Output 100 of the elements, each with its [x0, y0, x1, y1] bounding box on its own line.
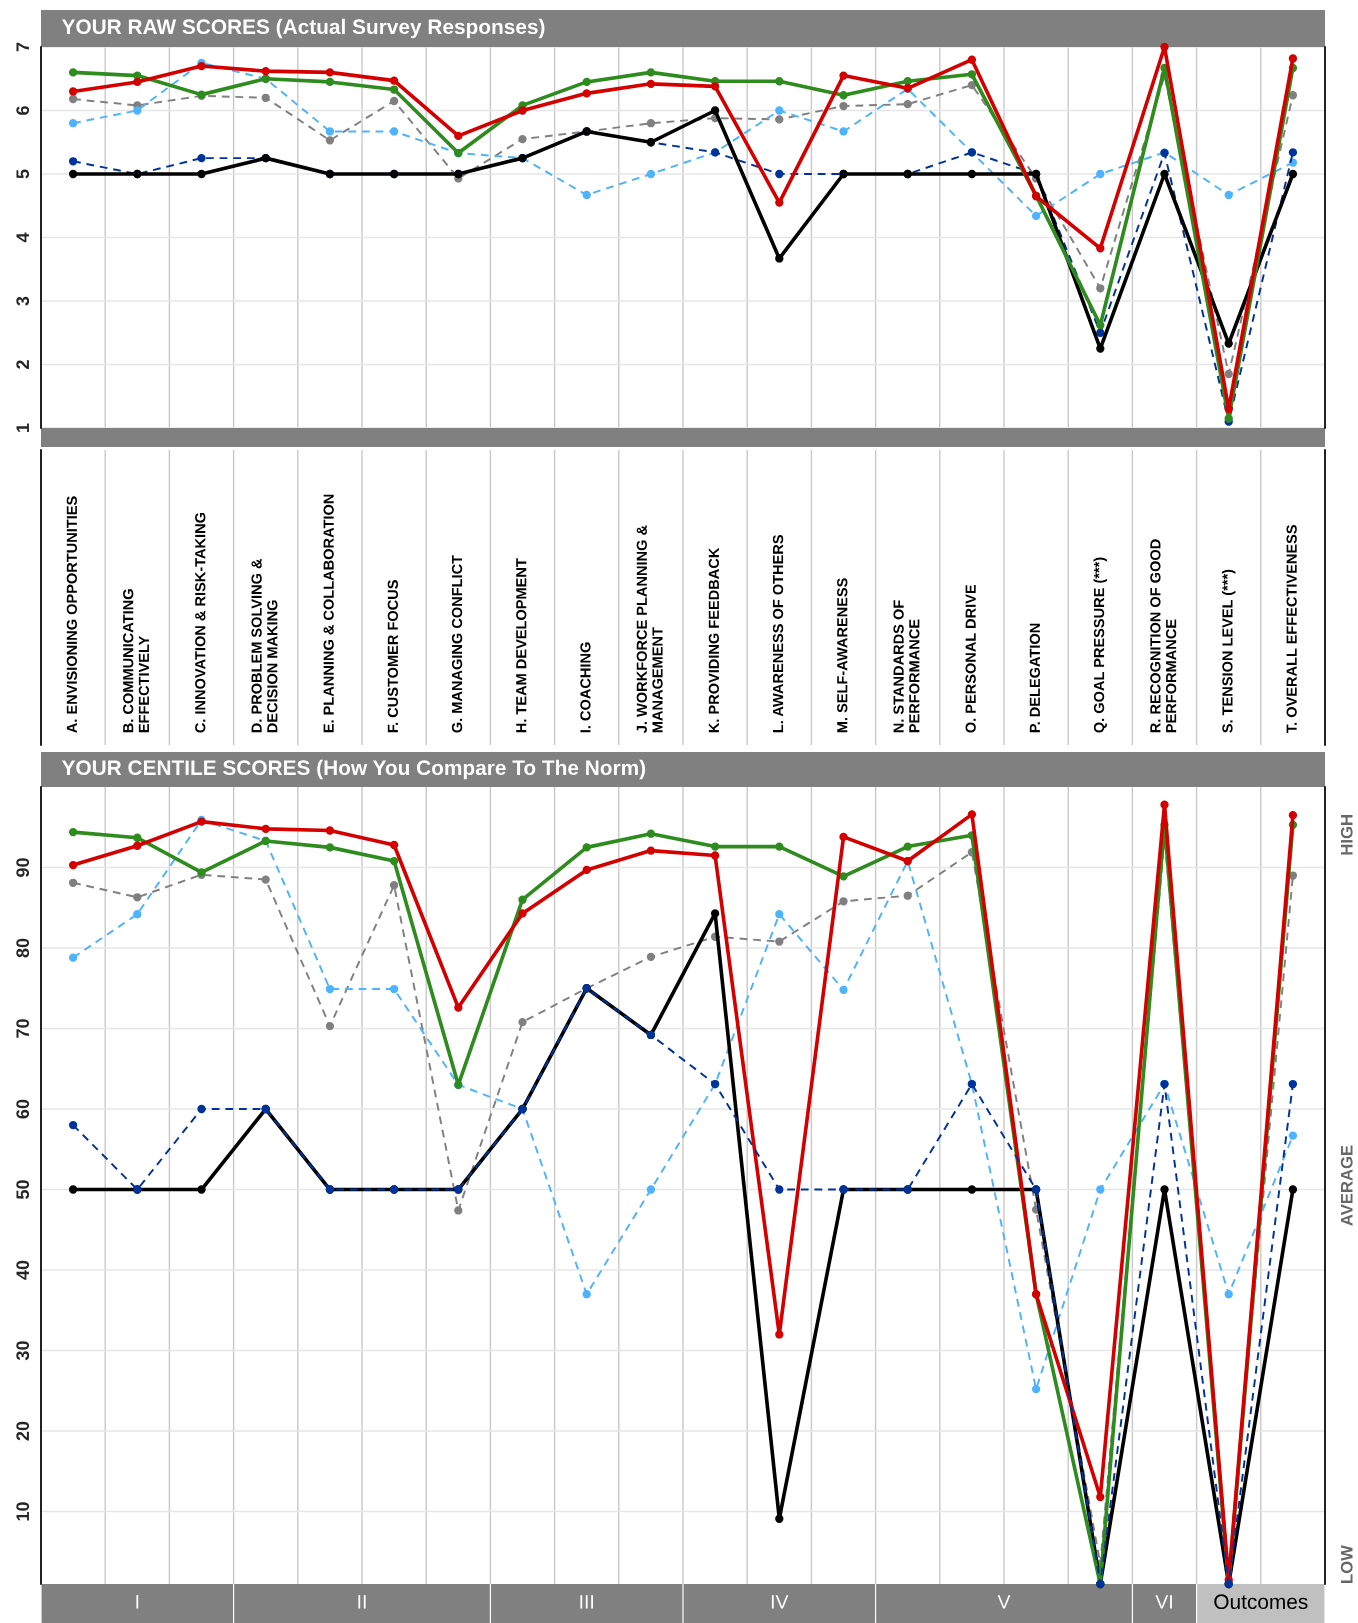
text: II — [358, 1595, 366, 1609]
y-tick-label: 2 — [16, 360, 29, 369]
point — [389, 984, 399, 994]
point — [839, 71, 848, 80]
point — [775, 910, 784, 919]
point — [1224, 339, 1233, 348]
point — [325, 984, 335, 994]
point — [454, 1003, 463, 1012]
y-tick-label: 7 — [16, 42, 29, 52]
y-tick-label: 20 — [16, 1421, 30, 1441]
point — [68, 1120, 78, 1130]
point — [903, 99, 912, 109]
point — [1224, 369, 1233, 379]
point — [1224, 404, 1233, 414]
point — [646, 829, 656, 838]
point — [1160, 42, 1169, 52]
text: III — [580, 1595, 594, 1609]
point — [454, 1206, 463, 1215]
point — [68, 878, 78, 887]
point — [197, 1104, 206, 1114]
point — [1288, 148, 1298, 157]
point — [518, 895, 527, 904]
point — [646, 952, 656, 962]
point — [1288, 1079, 1298, 1089]
category-label: D. PROBLEM SOLVING & DECISION MAKING — [251, 558, 278, 733]
category-label: Q. GOAL PRESSURE (***) — [1093, 557, 1108, 733]
point — [775, 254, 784, 263]
point — [582, 190, 591, 200]
point — [710, 842, 720, 851]
point — [1288, 1185, 1298, 1194]
point — [133, 833, 142, 842]
point — [1224, 190, 1233, 200]
point — [261, 66, 270, 76]
point — [1096, 169, 1105, 179]
y-tick-label: 6 — [16, 106, 30, 115]
point — [967, 169, 977, 179]
y-tick-label: 60 — [16, 1099, 30, 1119]
point — [133, 77, 142, 87]
point — [261, 875, 270, 884]
point — [197, 153, 206, 163]
point — [389, 840, 399, 850]
point — [582, 77, 591, 87]
category-label: K. PROVIDING FEEDBACK — [708, 547, 720, 733]
point — [325, 127, 335, 136]
point — [133, 106, 142, 115]
text: HIGH — [1340, 815, 1353, 855]
y-tick-label: 3 — [16, 296, 30, 306]
category-label: N. STANDARDS OF PERFORMANCE — [893, 600, 920, 733]
point — [710, 909, 720, 918]
point — [518, 134, 527, 144]
point — [646, 846, 656, 855]
point — [1288, 811, 1298, 820]
point — [133, 893, 142, 902]
point — [582, 89, 591, 98]
y-tick-label: 50 — [16, 1180, 30, 1200]
category-label: F. CUSTOMER FOCUS — [387, 580, 399, 733]
point — [325, 136, 335, 145]
point — [389, 881, 399, 890]
point — [1160, 800, 1169, 809]
text: V — [997, 1595, 1011, 1609]
point — [389, 127, 399, 136]
point — [839, 897, 848, 906]
point — [1031, 211, 1041, 221]
point — [325, 68, 335, 77]
point — [582, 843, 591, 852]
category-label: A. ENVISIONING OPPORTUNITIES — [66, 496, 78, 733]
point — [967, 810, 977, 819]
point — [325, 1021, 335, 1031]
point — [197, 169, 206, 179]
category-label: I. COACHING — [580, 642, 591, 733]
y-tick-label: 70 — [16, 1019, 30, 1038]
point — [325, 826, 335, 835]
point — [1096, 1185, 1105, 1194]
y-tick-label: 40 — [16, 1260, 30, 1280]
point — [967, 55, 977, 64]
point — [775, 842, 784, 851]
point — [775, 1330, 784, 1339]
point — [646, 169, 656, 179]
point — [775, 1185, 784, 1194]
category-label: S. TENSION LEVEL (***) — [1221, 569, 1236, 733]
point — [582, 1290, 591, 1299]
y-tick-label: 10 — [16, 1502, 30, 1521]
point — [646, 79, 656, 88]
text: VI — [1155, 1595, 1172, 1609]
point — [710, 82, 720, 91]
category-label: C. INNOVATION & RISK-TAKING — [195, 512, 206, 733]
point — [133, 910, 142, 919]
category-label: L. AWARENESS OF OTHERS — [772, 534, 784, 733]
y-tick-label: 80 — [16, 938, 30, 958]
point — [710, 851, 720, 860]
point — [261, 824, 270, 834]
point — [1096, 1492, 1105, 1502]
point — [68, 953, 78, 962]
text: AVERAGE — [1340, 1145, 1353, 1226]
chart-title: YOUR CENTILE SCORES (How You Compare To The Norm) — [61, 759, 646, 780]
point — [68, 94, 78, 104]
point — [839, 91, 848, 100]
point — [68, 1185, 78, 1194]
point — [389, 856, 399, 866]
category-label: H. TEAM DEVELOPMENT — [516, 558, 527, 733]
